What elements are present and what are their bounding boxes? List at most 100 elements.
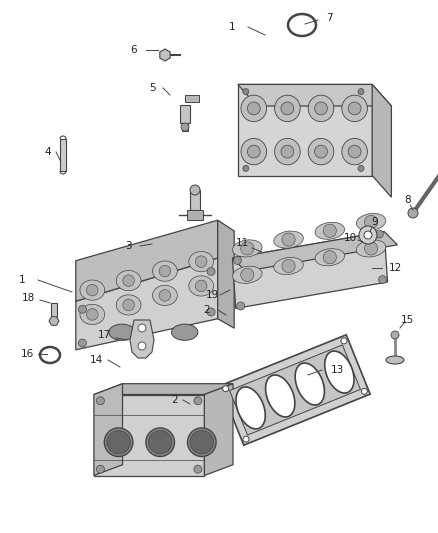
Polygon shape xyxy=(218,220,234,328)
Circle shape xyxy=(123,299,134,311)
Circle shape xyxy=(314,102,327,115)
Ellipse shape xyxy=(152,285,177,305)
Polygon shape xyxy=(94,384,123,475)
Circle shape xyxy=(233,256,241,264)
Ellipse shape xyxy=(233,240,262,257)
Text: 2: 2 xyxy=(172,395,178,405)
Bar xyxy=(182,123,188,131)
Circle shape xyxy=(104,428,133,456)
Circle shape xyxy=(348,102,361,115)
Text: 1: 1 xyxy=(229,22,235,32)
Bar xyxy=(60,139,66,171)
Bar xyxy=(51,303,57,317)
Ellipse shape xyxy=(172,324,198,341)
Circle shape xyxy=(87,309,98,320)
Ellipse shape xyxy=(233,266,262,284)
Circle shape xyxy=(247,102,260,115)
Circle shape xyxy=(223,386,229,392)
Ellipse shape xyxy=(356,213,386,231)
Text: 19: 19 xyxy=(205,290,219,300)
Ellipse shape xyxy=(189,276,214,296)
Ellipse shape xyxy=(386,356,404,364)
Ellipse shape xyxy=(308,95,334,122)
Circle shape xyxy=(123,275,134,286)
Polygon shape xyxy=(230,345,360,435)
Polygon shape xyxy=(94,384,233,394)
Text: 3: 3 xyxy=(125,241,131,251)
Circle shape xyxy=(375,230,383,238)
Text: 13: 13 xyxy=(330,365,344,375)
Ellipse shape xyxy=(116,295,141,315)
Circle shape xyxy=(207,268,215,276)
Circle shape xyxy=(78,339,86,347)
Bar xyxy=(180,105,190,123)
Circle shape xyxy=(359,226,377,244)
Bar xyxy=(187,210,203,220)
Circle shape xyxy=(408,208,418,218)
Circle shape xyxy=(282,260,295,272)
Polygon shape xyxy=(238,84,372,175)
Polygon shape xyxy=(94,394,205,475)
Circle shape xyxy=(195,256,207,268)
Text: 6: 6 xyxy=(131,45,137,55)
Ellipse shape xyxy=(189,252,214,272)
Polygon shape xyxy=(76,220,218,301)
Circle shape xyxy=(207,308,215,316)
Circle shape xyxy=(194,397,202,405)
Circle shape xyxy=(107,431,130,454)
Ellipse shape xyxy=(241,95,267,122)
Circle shape xyxy=(243,436,249,442)
Polygon shape xyxy=(233,232,388,309)
Circle shape xyxy=(146,428,174,456)
Polygon shape xyxy=(76,258,218,350)
Circle shape xyxy=(190,185,200,195)
Circle shape xyxy=(358,165,364,172)
Polygon shape xyxy=(49,317,59,325)
Text: 1: 1 xyxy=(19,275,25,285)
Circle shape xyxy=(323,224,336,237)
Text: 9: 9 xyxy=(372,217,378,227)
Circle shape xyxy=(281,145,294,158)
Circle shape xyxy=(190,431,213,454)
Text: 17: 17 xyxy=(97,330,111,340)
Text: 15: 15 xyxy=(400,315,413,325)
Ellipse shape xyxy=(315,248,345,266)
Ellipse shape xyxy=(275,95,300,122)
Ellipse shape xyxy=(80,304,105,325)
Ellipse shape xyxy=(152,261,177,281)
Circle shape xyxy=(364,215,378,229)
Ellipse shape xyxy=(342,95,367,122)
Polygon shape xyxy=(372,84,392,197)
Circle shape xyxy=(159,289,171,301)
Circle shape xyxy=(96,465,104,473)
Ellipse shape xyxy=(241,139,267,165)
Polygon shape xyxy=(220,335,370,445)
Ellipse shape xyxy=(325,351,354,393)
Text: 7: 7 xyxy=(326,13,332,23)
Circle shape xyxy=(348,145,361,158)
Circle shape xyxy=(241,242,254,255)
Circle shape xyxy=(96,397,104,405)
Ellipse shape xyxy=(265,375,295,417)
Text: 2: 2 xyxy=(204,305,210,315)
Text: 5: 5 xyxy=(148,83,155,93)
Text: 8: 8 xyxy=(405,195,411,205)
Text: 14: 14 xyxy=(89,355,102,365)
Circle shape xyxy=(237,302,245,310)
Circle shape xyxy=(341,338,347,344)
Circle shape xyxy=(148,431,172,454)
Polygon shape xyxy=(205,384,233,475)
Circle shape xyxy=(391,331,399,339)
Circle shape xyxy=(87,284,98,296)
Polygon shape xyxy=(160,49,170,61)
Polygon shape xyxy=(130,320,154,358)
Ellipse shape xyxy=(274,257,303,274)
Bar xyxy=(185,95,199,102)
Ellipse shape xyxy=(308,139,334,165)
Text: 18: 18 xyxy=(21,293,35,303)
Circle shape xyxy=(314,145,327,158)
Circle shape xyxy=(243,165,249,172)
Circle shape xyxy=(195,280,207,292)
Circle shape xyxy=(247,145,260,158)
Ellipse shape xyxy=(274,231,303,248)
